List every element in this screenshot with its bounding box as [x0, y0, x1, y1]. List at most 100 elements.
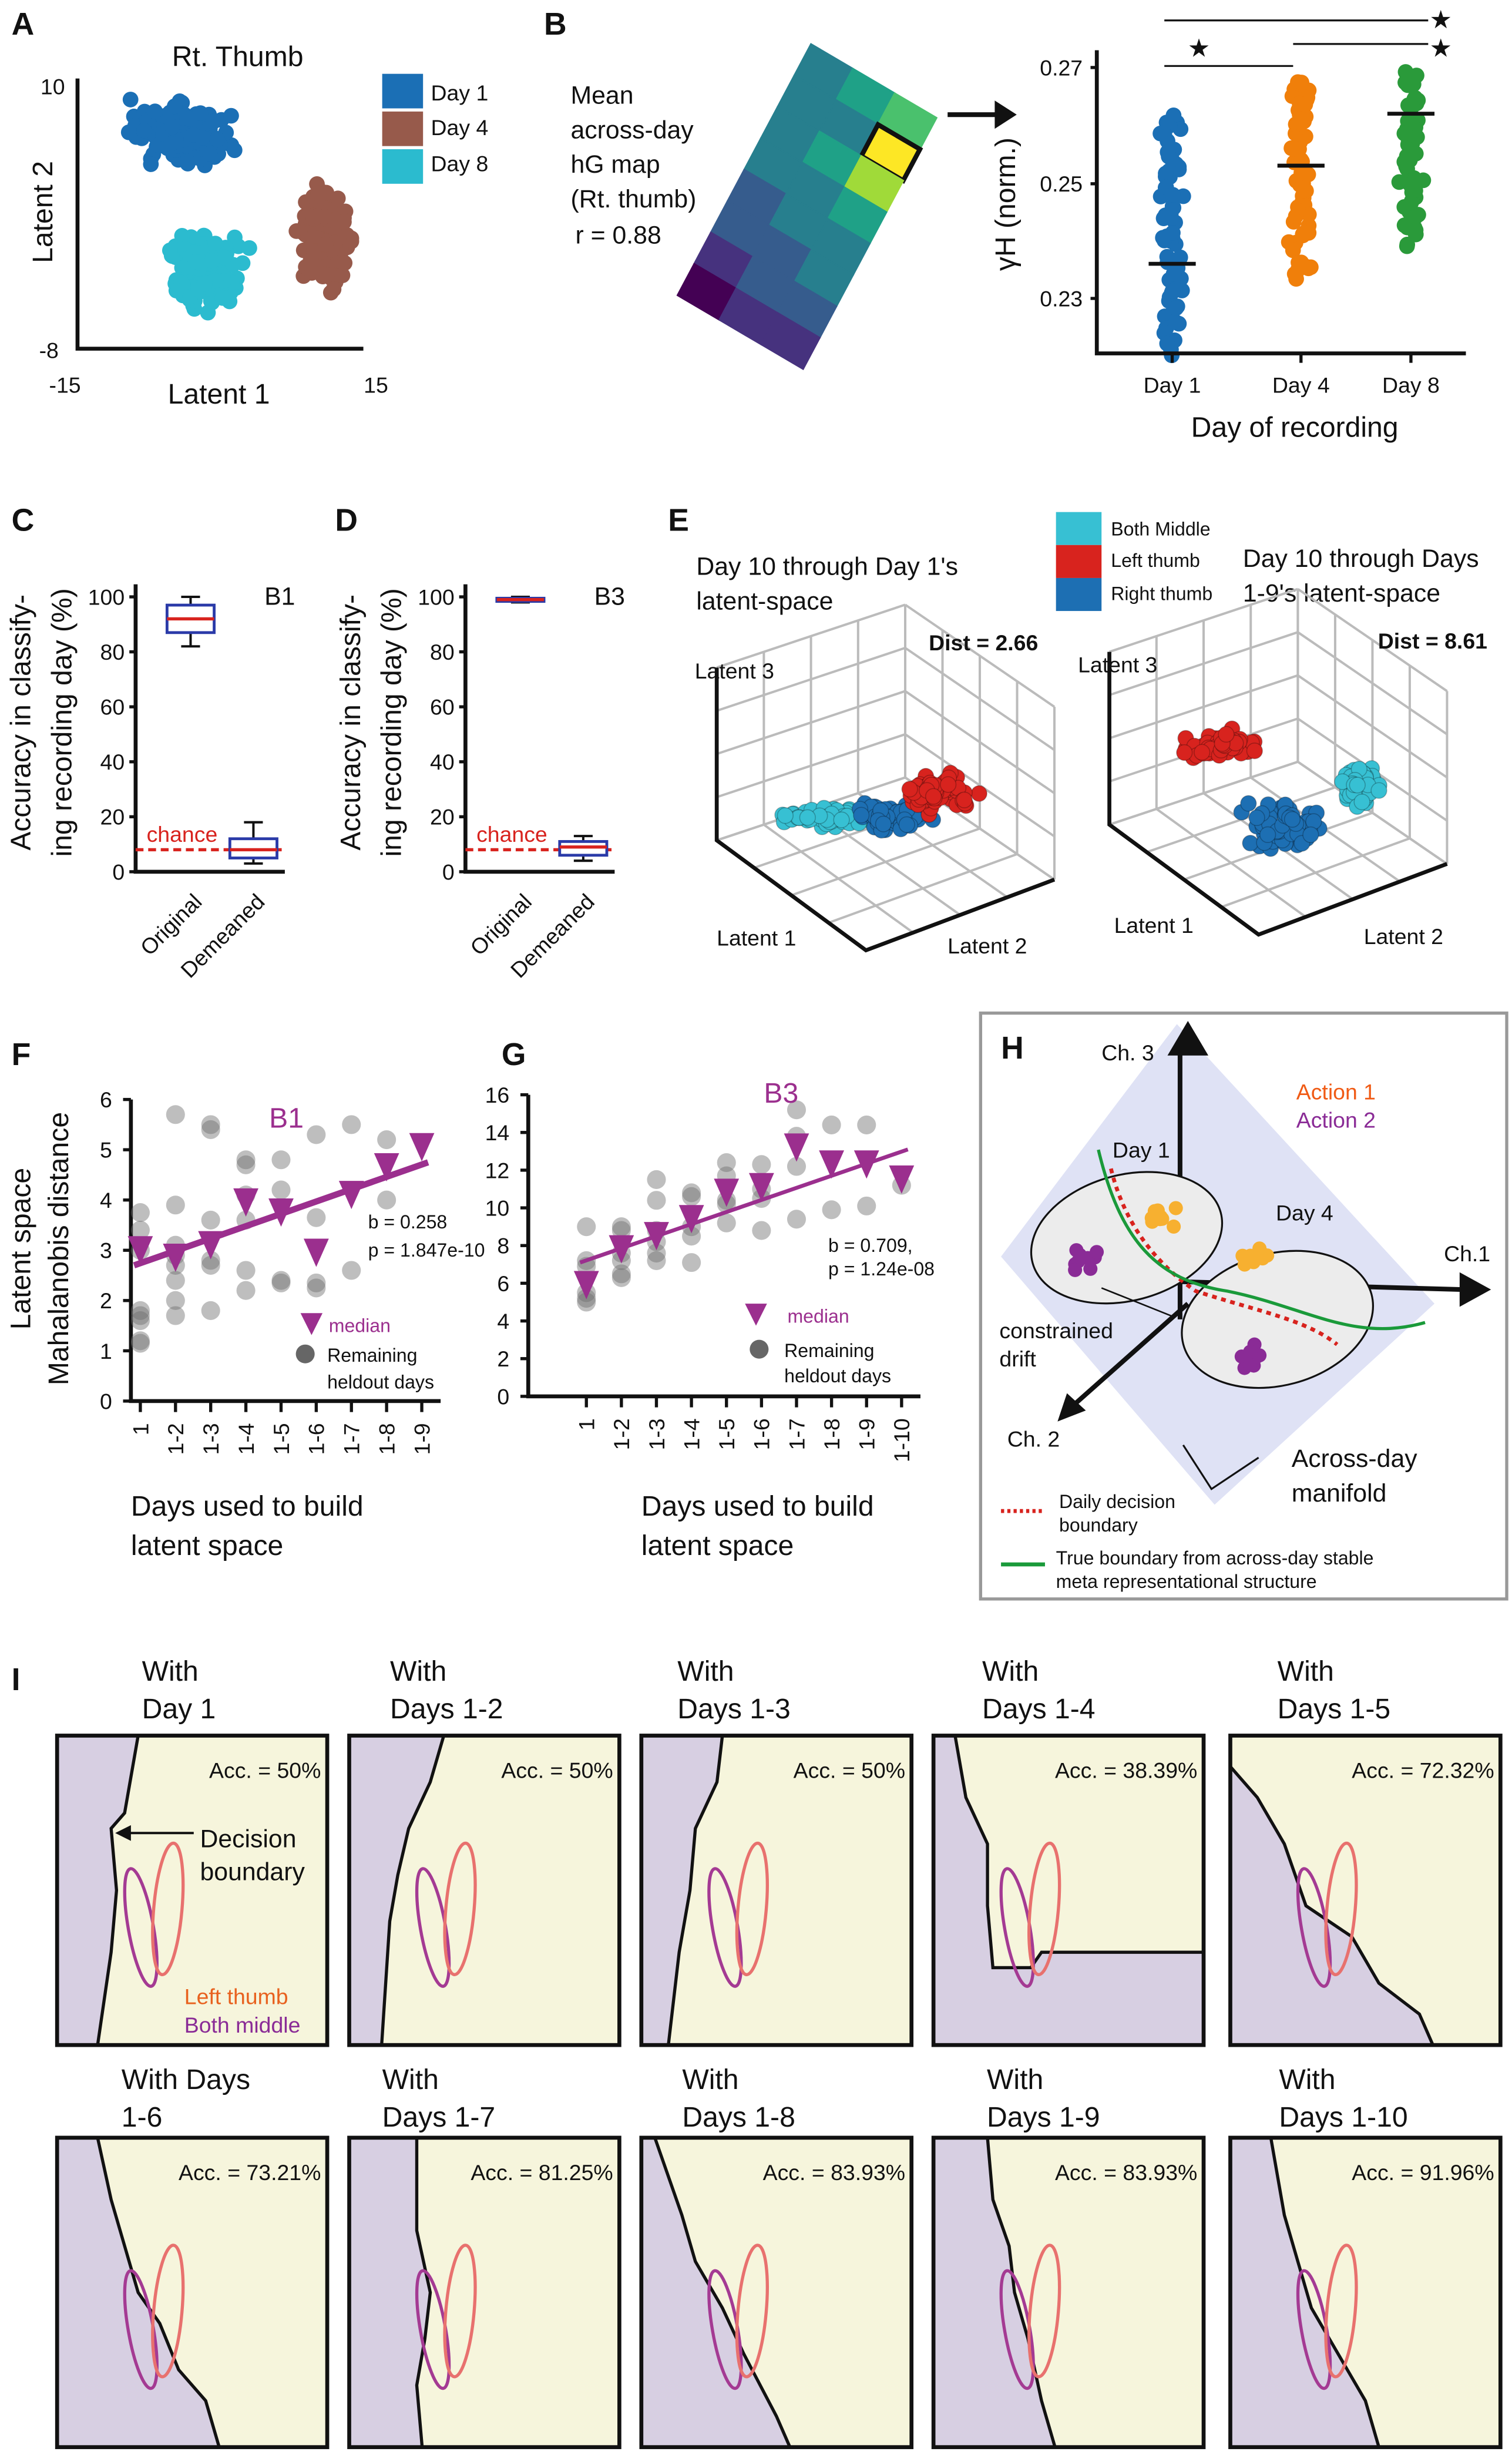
x-tick: 1	[574, 1418, 599, 1430]
right-distance: Dist = 8.61	[1378, 629, 1487, 653]
heldout-point	[857, 1196, 876, 1215]
regression-line	[579, 1147, 909, 1265]
panel-label-b: B	[544, 7, 567, 42]
beeswarm-point	[1296, 182, 1312, 199]
left-region	[933, 2137, 1056, 2447]
beeswarm-point	[1285, 242, 1301, 258]
heldout-point	[377, 1190, 397, 1210]
latent-3d-right	[1107, 587, 1449, 937]
heldout-point	[577, 1217, 596, 1237]
heldout-point	[647, 1191, 666, 1210]
accuracy-label: Acc. = 73.21%	[179, 2160, 321, 2185]
heldout-point	[236, 1281, 256, 1300]
x-tick: 1-3	[199, 1423, 223, 1455]
latent-point	[143, 156, 159, 172]
grid-line	[716, 647, 906, 712]
legend-dot-icon	[750, 1339, 769, 1359]
latent-point	[799, 809, 816, 826]
map-text: (Rt. thumb)	[571, 185, 697, 213]
latent-point	[174, 227, 190, 244]
heldout-point	[682, 1183, 701, 1203]
x-tick: 1-7	[340, 1423, 364, 1455]
beeswarm-point	[1160, 144, 1176, 160]
star-icon: ★	[1430, 34, 1452, 62]
accuracy-label: Acc. = 83.93%	[763, 2160, 905, 2185]
median-marker	[573, 1271, 599, 1299]
heldout-point	[577, 1292, 596, 1312]
beeswarm-point	[1295, 227, 1311, 244]
panel-frame	[639, 1734, 914, 2047]
heldout-point	[611, 1221, 631, 1240]
y-tick: 80	[430, 640, 455, 664]
legend-dot-icon	[295, 1344, 315, 1363]
x-tick: 1-2	[609, 1418, 634, 1450]
grid-line	[791, 827, 980, 896]
heldout-point	[166, 1195, 185, 1215]
legend-swatch	[1056, 577, 1102, 612]
left-thumb-ellipse	[735, 2244, 769, 2379]
heldout-point	[271, 1273, 291, 1292]
legend-swatch	[1056, 545, 1102, 578]
beeswarm-point	[1158, 166, 1174, 182]
left-title: latent-space	[696, 587, 833, 615]
heldout-point	[647, 1244, 666, 1263]
latent-point	[207, 236, 223, 251]
decision-boundary	[1229, 1765, 1434, 2046]
3d-axes	[714, 667, 1056, 953]
accuracy-label: Acc. = 83.93%	[1055, 2160, 1197, 2185]
y-tick: 1	[100, 1339, 112, 1363]
manifold-plane	[1001, 1024, 1435, 1505]
heldout-point	[682, 1253, 701, 1272]
y-tick: 0	[112, 859, 125, 884]
median-marker	[303, 1238, 329, 1267]
median-marker	[644, 1222, 669, 1251]
panel-labels: A B C D E F G H I	[12, 7, 1024, 1697]
latent-point	[167, 98, 183, 115]
panel-frame	[347, 1734, 621, 2047]
y-axis-label: ing recording day (%)	[46, 588, 78, 857]
chart-title: B1	[269, 1103, 304, 1134]
accuracy-label: Acc. = 50%	[794, 1758, 905, 1783]
decision-boundary-panel: Acc. = 72.32% With Days 1-5	[1228, 1655, 1503, 2047]
panel-title: Days 1-5	[1278, 1693, 1391, 1725]
heldout-point	[647, 1251, 666, 1270]
x-tick: 1-3	[644, 1418, 669, 1450]
y-axis-label: Accuracy in classify-	[5, 595, 37, 851]
y-tick: 4	[497, 1309, 509, 1334]
y-tick: 2	[497, 1346, 509, 1371]
decision-boundary-panel: Acc. = 50% With Days 1-2	[347, 1655, 621, 2047]
panel-title: With	[1279, 2064, 1335, 2095]
left-distance: Dist = 2.66	[929, 630, 1038, 655]
panel-title: Days 1-7	[382, 2101, 496, 2133]
latent-point	[168, 283, 184, 299]
panel-title: B1	[264, 582, 295, 610]
heldout-point	[611, 1264, 631, 1284]
panel-title: With	[987, 2064, 1043, 2095]
beeswarm-point	[1303, 259, 1319, 276]
left-thumb-ellipse	[151, 2244, 185, 2379]
heldout-point	[201, 1210, 220, 1230]
latent-point	[777, 807, 794, 824]
grid-line	[716, 603, 906, 669]
map-text: r = 0.88	[576, 221, 661, 249]
decision-boundary	[953, 1735, 1204, 1970]
decision-boundary-panel: Acc. = 83.93% With Days 1-8	[639, 2064, 914, 2449]
y-tick: 20	[430, 805, 455, 829]
latent-point	[1194, 744, 1211, 761]
day-label: Day 1	[1113, 1138, 1170, 1163]
legend: Day 1 Day 4 Day 8	[382, 73, 488, 184]
y-tick: 2	[100, 1288, 112, 1313]
manifold-pointer	[1182, 1444, 1259, 1490]
heldout-point	[130, 1203, 150, 1223]
heldout-point	[752, 1155, 771, 1174]
grid-line	[1108, 631, 1299, 697]
panel-b: Mean across-day hG map (Rt. thumb) r = 0…	[571, 6, 1466, 443]
beeswarm-point	[1292, 114, 1308, 130]
axis-label: Latent 2	[947, 933, 1027, 958]
heldout-point	[130, 1301, 150, 1320]
panel-title: Days 1-10	[1279, 2101, 1407, 2133]
y-tick: 6	[100, 1087, 112, 1112]
panel-title: With	[1278, 1655, 1334, 1687]
grid-line	[1297, 587, 1448, 693]
